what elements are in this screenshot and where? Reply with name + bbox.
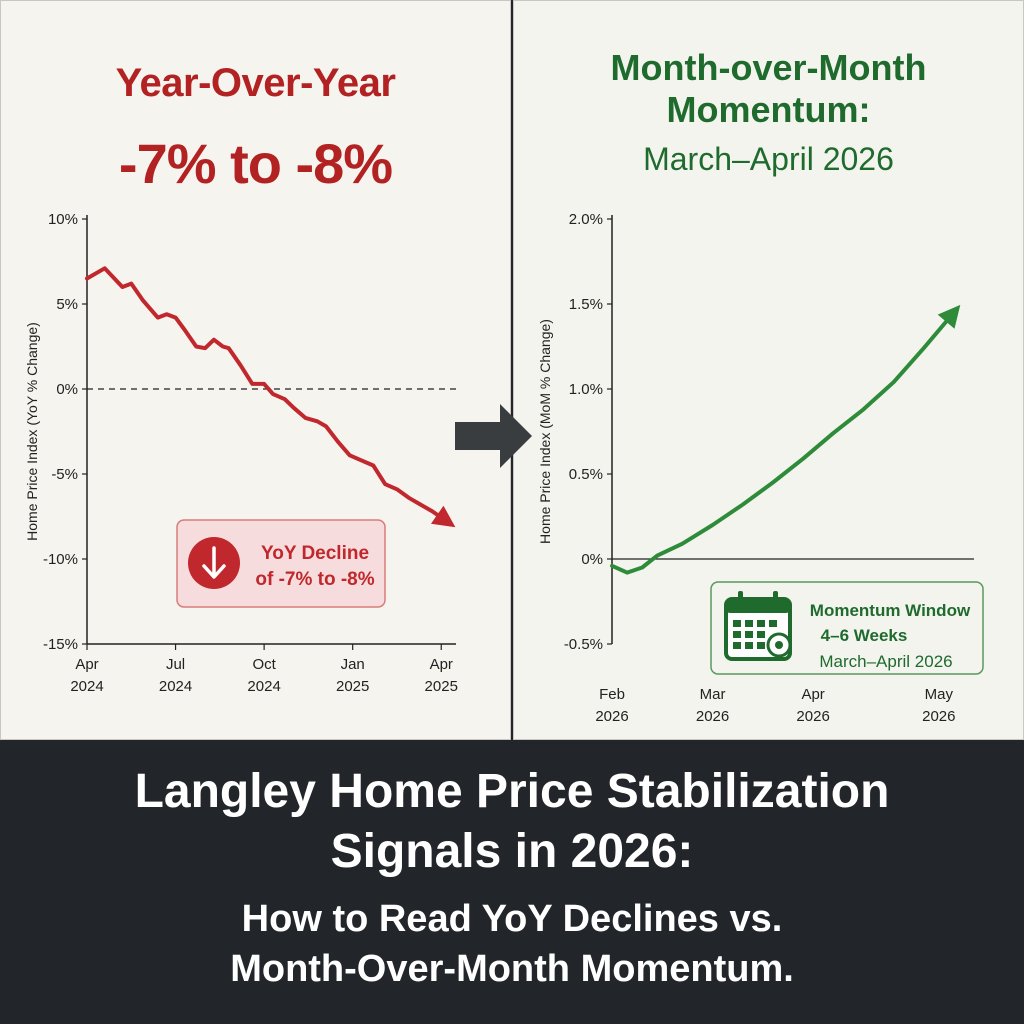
x-tick-label-year: 2026: [796, 708, 829, 725]
y-tick-label: 0%: [581, 551, 603, 568]
y-tick-label: 0.5%: [569, 466, 603, 483]
x-tick-label-year: 2025: [425, 678, 458, 695]
footer-title-line-2: Signals in 2026:: [330, 825, 694, 878]
yoy-chart: 10% 5% 0% -5% -10% -15% Apr 2024 Jul 2024 Oct 2024 J…: [24, 211, 458, 695]
x-tick-label-month: Mar: [700, 686, 726, 703]
mom-title: Month-over-Month: [610, 47, 927, 88]
x-tick-label-year: 2026: [922, 708, 955, 725]
x-tick-label-year: 2026: [595, 708, 628, 725]
mom-callout-line-2: 4–6 Weeks: [821, 626, 908, 645]
y-tick-label: 1.0%: [569, 381, 603, 398]
x-tick-label-month: Feb: [599, 686, 625, 703]
footer-banner: Langley Home Price Stabilization Signals…: [0, 740, 1024, 1024]
x-tick-label-month: Apr: [75, 656, 98, 673]
mom-callout-line-3: March–April 2026: [819, 652, 952, 671]
series-arrowhead: [937, 304, 961, 329]
yoy-callout-line-1: YoY Decline: [261, 543, 369, 564]
x-tick-label-month: Jan: [341, 656, 365, 673]
x-tick-label-year: 2025: [336, 678, 369, 695]
footer-title-line-1: Langley Home Price Stabilization: [134, 765, 890, 818]
mom-title-continued: Momentum:: [666, 89, 871, 130]
x-tick-label-month: Oct: [252, 656, 276, 673]
yoy-range-headline: -7% to -8%: [118, 132, 393, 195]
x-tick-label-year: 2026: [696, 708, 729, 725]
yoy-panel: Year-Over-Year -7% to -8% 10% 5% 0% -5% -10%…: [0, 0, 511, 740]
y-tick-label: 10%: [48, 211, 78, 228]
yoy-callout-line-2: of -7% to -8%: [255, 569, 374, 590]
y-axis-title: Home Price Index (MoM % Change): [537, 319, 553, 544]
y-tick-label: -10%: [43, 551, 78, 568]
yoy-title: Year-Over-Year: [115, 61, 396, 105]
x-tick-label-month: Jul: [166, 656, 185, 673]
down-arrow-icon: [188, 537, 240, 589]
y-tick-label: 1.5%: [569, 296, 603, 313]
footer-subtitle-line-2: Month-Over-Month Momentum.: [230, 948, 794, 990]
y-tick-label: 2.0%: [569, 211, 603, 228]
y-tick-label: -15%: [43, 636, 78, 653]
series-arrowhead: [431, 505, 456, 528]
mom-callout-line-1: Momentum Window: [810, 601, 971, 620]
mom-panel: Month-over-Month Momentum: March–April 2…: [513, 0, 1024, 740]
x-tick-label-year: 2024: [70, 678, 103, 695]
calendar-icon: [724, 591, 792, 661]
footer-subtitle-line-1: How to Read YoY Declines vs.: [241, 898, 783, 940]
x-tick-label-month: May: [925, 686, 954, 703]
mom-date-range: March–April 2026: [643, 141, 894, 177]
series-line: [610, 310, 956, 575]
x-tick-label-month: Apr: [801, 686, 824, 703]
series-line: [85, 266, 450, 524]
y-tick-label: -0.5%: [564, 636, 603, 653]
yoy-callout-box: [176, 519, 386, 608]
y-tick-label: 5%: [56, 296, 78, 313]
y-tick-label: -5%: [51, 466, 78, 483]
x-tick-label-month: Apr: [430, 656, 453, 673]
y-axis-title: Home Price Index (YoY % Change): [24, 322, 40, 541]
x-tick-label-year: 2024: [159, 678, 192, 695]
mom-chart: 2.0% 1.5% 1.0% 0.5% 0% -0.5% Feb 2026 Mar 2026 Apr…: [537, 211, 984, 725]
y-tick-label: 0%: [56, 381, 78, 398]
x-tick-label-year: 2024: [247, 678, 280, 695]
